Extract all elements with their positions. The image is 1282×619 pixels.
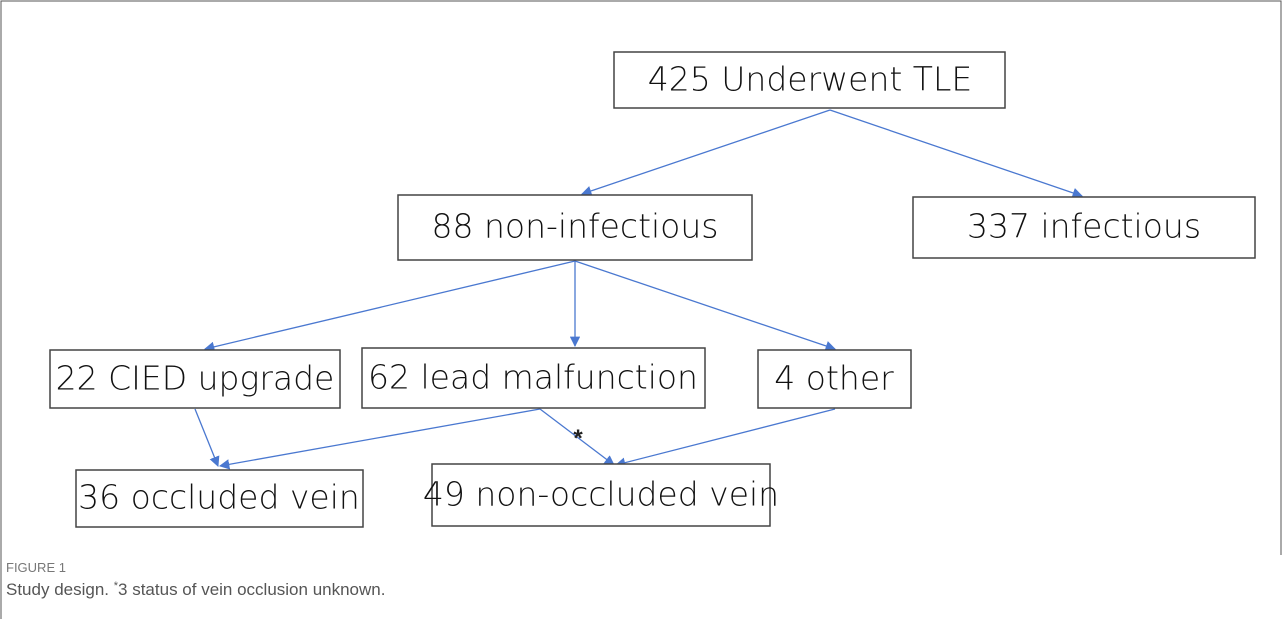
node-box <box>75 469 364 528</box>
caption-label: FIGURE 1 <box>6 560 66 575</box>
caption-text: Study design. *3 status of vein occlusio… <box>6 580 385 599</box>
node-label: 22 CIED upgrade <box>56 359 335 398</box>
edge <box>614 408 836 468</box>
node-box <box>613 51 1006 109</box>
edge <box>574 260 836 351</box>
node-label: 88 non-infectious <box>432 207 719 246</box>
node-label: 49 non-occluded vein <box>423 475 779 514</box>
edge <box>581 109 831 196</box>
node-label: 4 other <box>774 359 894 398</box>
edge <box>194 408 220 467</box>
edge <box>829 109 1083 198</box>
caption-end: 3 status of vein occlusion unknown. <box>118 580 385 599</box>
caption-start: Study design. <box>6 580 114 599</box>
edge <box>539 408 615 466</box>
node-box <box>397 194 753 261</box>
node-label: 62 lead malfunction <box>368 358 698 397</box>
nodes: 425 Underwent TLE 88 non-infectious 337 … <box>49 51 1256 528</box>
node-label: 425 Underwent TLE <box>648 60 972 99</box>
annotation: * <box>573 425 583 452</box>
edges <box>194 109 1083 470</box>
node-box <box>757 349 912 409</box>
node-box <box>431 463 771 527</box>
node-box <box>361 347 706 409</box>
edge <box>203 260 576 352</box>
node-box <box>912 196 1256 259</box>
node-label: 36 occluded vein <box>78 478 360 517</box>
node-box <box>49 349 341 409</box>
edge <box>218 408 541 470</box>
caption-superscript: * <box>114 580 119 592</box>
node-label: 337 infectious <box>967 207 1201 246</box>
